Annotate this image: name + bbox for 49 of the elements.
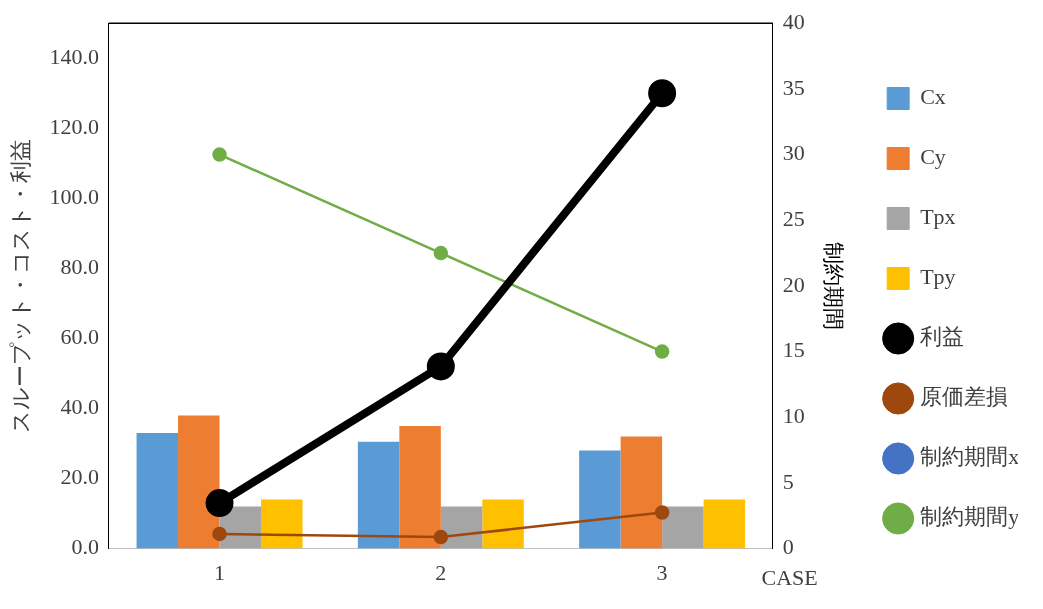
bar [482,499,524,549]
x-tick-label: 2 [435,559,447,585]
y-tick-label: 80.0 [60,254,99,280]
point [212,147,227,162]
point [433,529,449,545]
y-tick-label: 0.0 [71,534,99,560]
y-tick-label: 120.0 [49,114,99,140]
point [212,526,227,542]
y-tick-label: 100.0 [49,184,99,210]
bar [662,506,704,549]
legend-label: Tpy [920,264,956,290]
y2-tick-label: 35 [782,74,805,100]
y2-tick-label: 5 [782,468,794,494]
y2-axis-title: 制約期間 [821,241,847,330]
y2-tick-label: 15 [782,337,805,363]
point [426,352,455,381]
point [205,489,234,518]
y-tick-label: 20.0 [60,464,99,490]
legend-label: Cy [920,144,946,170]
bar [579,450,621,549]
y-tick-label: 60.0 [60,324,99,350]
point [654,344,670,359]
y-axis-title: スループット・コスト・利益 [7,138,33,433]
bar [261,499,303,549]
y2-tick-label: 0 [782,534,794,560]
x-axis-title: CASE [761,565,818,591]
point [648,79,677,108]
point [654,505,670,520]
bar [399,426,441,549]
bar [357,441,400,549]
y2-tick-label: 30 [782,140,805,166]
legend-label: 原価差損 [920,384,1009,410]
x-tick-label: 3 [656,559,668,585]
legend-label: 利益 [920,324,965,350]
y2-tick-label: 10 [782,403,805,429]
bar [178,415,220,549]
y-tick-label: 40.0 [60,394,99,420]
y-tick-label: 140.0 [49,44,99,70]
x-tick-label: 1 [214,559,226,585]
y2-tick-label: 25 [782,206,805,232]
bar [620,436,663,549]
point [433,245,449,261]
y2-tick-label: 20 [782,271,805,297]
legend-label: Cx [920,84,946,110]
legend-label: 制約期間x [920,444,1020,470]
legend-label: Tpx [920,204,956,230]
bar [703,499,746,549]
y2-tick-label: 40 [782,8,805,34]
bar [136,433,179,549]
